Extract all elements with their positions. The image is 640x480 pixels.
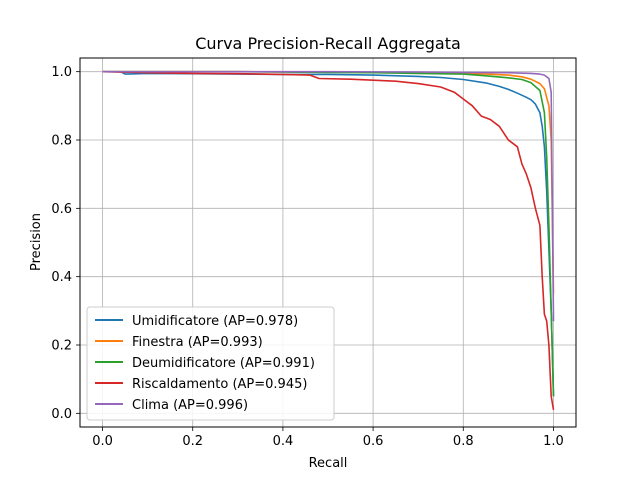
legend-label: Riscaldamento (AP=0.945) — [132, 377, 307, 392]
series-lines — [102, 70, 555, 411]
x-axis-ticks: 0.0 0.2 0.4 0.6 0.8 1.0 — [92, 427, 564, 449]
y-axis-label: Precision — [29, 213, 44, 271]
y-tick-label: 1.0 — [51, 65, 72, 80]
x-tick-label: 0.4 — [273, 434, 294, 449]
plot-area-frame — [79, 57, 577, 428]
y-tick-label: 0.6 — [51, 202, 72, 217]
legend-label: Clima (AP=0.996) — [132, 398, 248, 413]
series-line — [102, 70, 555, 322]
y-tick-label: 0.8 — [51, 134, 72, 149]
x-tick-label: 1.0 — [543, 434, 564, 449]
legend-box — [86, 306, 335, 421]
y-tick-label: 0.4 — [51, 270, 72, 285]
y-axis-ticks: 0.0 0.2 0.4 0.6 0.8 1.0 — [51, 65, 80, 422]
y-tick-label: 0.0 — [51, 407, 72, 422]
legend: Umidificatore (AP=0.978) Finestra (AP=0.9… — [86, 306, 335, 421]
x-tick-label: 0.2 — [182, 434, 203, 449]
x-tick-label: 0.8 — [453, 434, 474, 449]
legend-label: Umidificatore (AP=0.978) — [132, 314, 298, 329]
y-tick-label: 0.2 — [51, 339, 72, 354]
series-line — [102, 70, 555, 411]
legend-label: Deumidificatore (AP=0.991) — [132, 356, 315, 371]
legend-label: Finestra (AP=0.993) — [132, 335, 263, 350]
x-tick-label: 0.6 — [363, 434, 384, 449]
chart-title: Curva Precision-Recall Aggregata — [195, 34, 461, 53]
x-axis-label: Recall — [309, 456, 348, 471]
x-tick-label: 0.0 — [92, 434, 113, 449]
